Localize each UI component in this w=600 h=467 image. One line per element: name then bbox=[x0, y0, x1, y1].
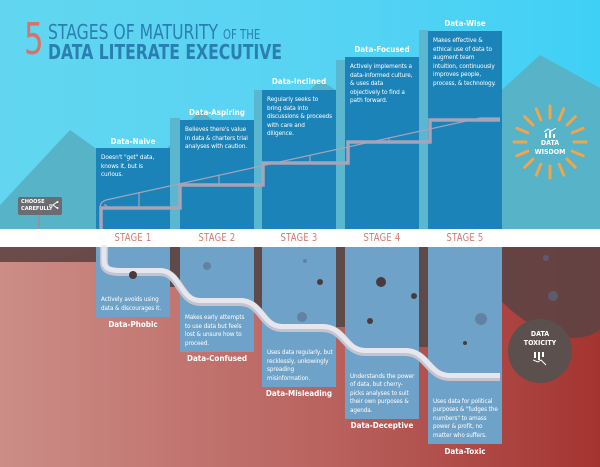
lower-label-stage-4: Data-Deceptive bbox=[350, 421, 414, 430]
upper-label-stage-5: Data-Wise bbox=[444, 19, 486, 28]
rising-chart-icon bbox=[544, 128, 556, 138]
data-toxicity-circle bbox=[508, 319, 572, 383]
upper-label-stage-2: Data-Aspiring bbox=[189, 108, 245, 117]
upper-desc-stage-3: Regularly seeks to bring data into discu… bbox=[267, 95, 333, 138]
lower-desc-stage-4: Understands the power of data, but cherr… bbox=[350, 372, 415, 414]
upper-box-stage-3: Regularly seeks to bring data into discu… bbox=[262, 90, 336, 229]
title-line-2: DATA LITERATE EXECUTIVE bbox=[48, 40, 283, 64]
upper-desc-stage-5: Makes effective & ethical use of data to… bbox=[433, 36, 496, 87]
upper-label-stage-4: Data-Focused bbox=[354, 45, 410, 54]
falling-chart-icon bbox=[533, 352, 547, 366]
upper-desc-stage-2: Believes there's value in data & charter… bbox=[185, 125, 248, 151]
lower-desc-stage-1: Actively avoids using data & discourages… bbox=[101, 296, 162, 312]
stage-band bbox=[0, 229, 600, 247]
stage-label-3: STAGE 3 bbox=[280, 231, 318, 244]
stage-label-1: STAGE 1 bbox=[114, 231, 152, 244]
title-number: 5 bbox=[24, 14, 44, 65]
lower-label-stage-5: Data-Toxic bbox=[444, 447, 486, 456]
upper-box-stage-2: Believes there's value in data & charter… bbox=[180, 120, 254, 229]
lower-label-stage-3: Data-Misleading bbox=[265, 389, 333, 398]
stage-label-2: STAGE 2 bbox=[198, 231, 236, 244]
stage-label-5: STAGE 5 bbox=[446, 231, 484, 244]
lower-desc-stage-5: Uses data for political purposes & "fudg… bbox=[433, 397, 498, 439]
data-wisdom-label: DATA WISDOM bbox=[534, 139, 566, 156]
upper-box-stage-5: Makes effective & ethical use of data to… bbox=[428, 31, 502, 229]
stage-label-4: STAGE 4 bbox=[363, 231, 401, 244]
lower-label-stage-1: Data-Phobic bbox=[108, 320, 158, 329]
upper-label-stage-3: Data-Inclined bbox=[271, 77, 327, 86]
lower-desc-stage-2: Makes early attempts to use data but fee… bbox=[185, 314, 245, 347]
title-line-1: STAGES OF MATURITY OF THE bbox=[48, 20, 261, 44]
data-toxicity-label: DATA TOXICITY bbox=[523, 330, 557, 347]
upper-desc-stage-1: Doesn't "get" data, knows it, but is cur… bbox=[101, 153, 155, 179]
lower-label-stage-2: Data-Confused bbox=[186, 354, 248, 363]
lower-box-stage-4: Understands the power of data, but cherr… bbox=[345, 247, 419, 419]
lower-box-stage-5: Uses data for political purposes & "fudg… bbox=[428, 247, 502, 444]
lower-desc-stage-3: Uses data regularly, but recklessly, unk… bbox=[267, 349, 333, 382]
lower-box-stage-1: Actively avoids using data & discourages… bbox=[96, 247, 170, 317]
upper-desc-stage-4: Actively implements a data-informed cult… bbox=[350, 62, 413, 105]
branch-split-icon bbox=[49, 201, 59, 209]
upper-label-stage-1: Data-Naive bbox=[110, 137, 156, 146]
choose-carefully-sign: CHOOSE CAREFULLY bbox=[18, 197, 62, 215]
data-wisdom-sun bbox=[512, 104, 588, 180]
